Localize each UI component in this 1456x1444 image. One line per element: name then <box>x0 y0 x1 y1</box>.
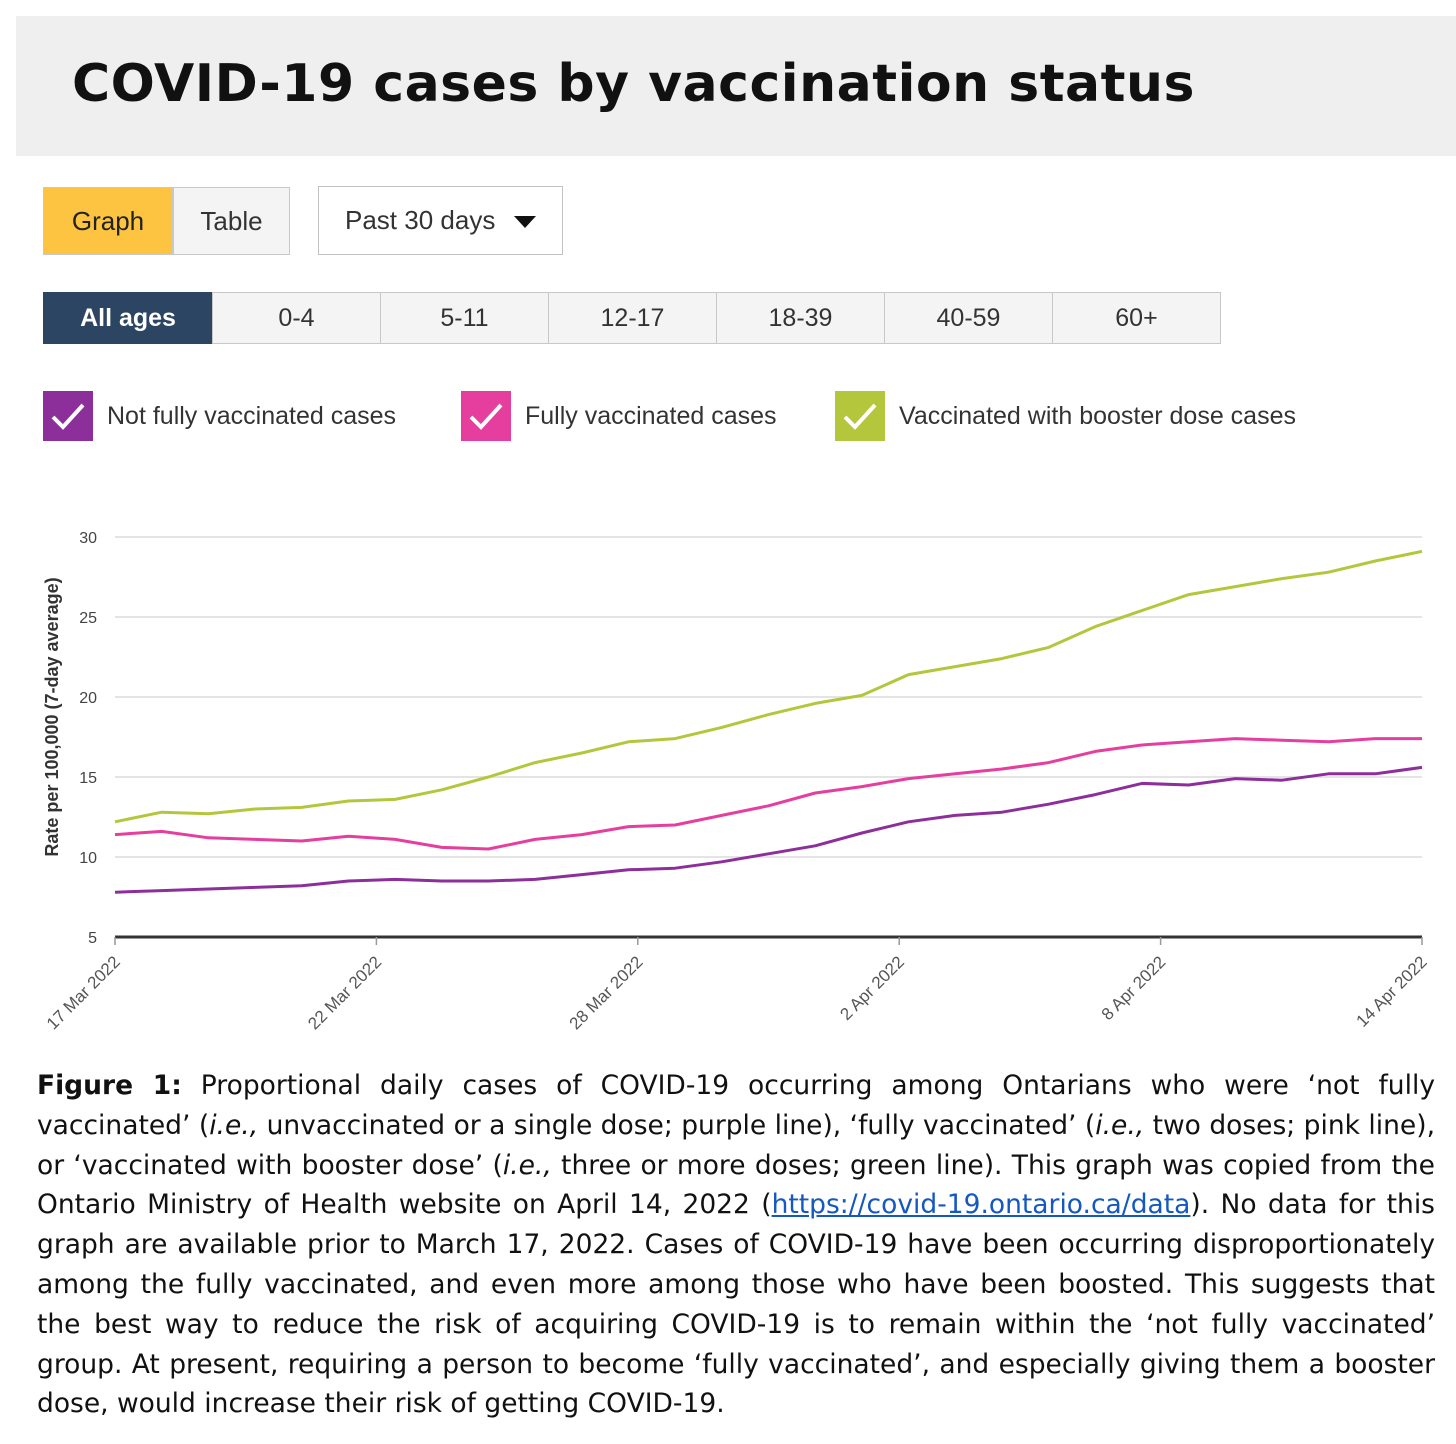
caption-text: Proportional daily cases of COVID-19 occ… <box>37 1070 1435 1141</box>
line-chart: 5 10 15 20 25 30 17 Mar 2022 22 Mar 2022 28 Mar … <box>42 530 1431 1033</box>
caption-ie: i.e., <box>502 1149 552 1181</box>
x-tick-label: 14 Apr 2022 <box>1353 952 1431 1030</box>
checkbox-checked-icon[interactable] <box>835 391 885 441</box>
legend-toggle-fully-vaccinated[interactable]: Fully vaccinated cases <box>461 391 777 441</box>
caption-text: unvaccinated or a single dose; purple li… <box>258 1109 1096 1141</box>
y-tick-label: 10 <box>79 850 97 867</box>
caret-down-icon <box>514 216 536 228</box>
page-title: COVID-19 cases by vaccination status <box>72 54 1195 114</box>
x-tick-label: 17 Mar 2022 <box>43 952 124 1033</box>
tab-age-18-39[interactable]: 18-39 <box>716 292 885 344</box>
y-tick-label: 20 <box>79 690 97 707</box>
checkbox-checked-icon[interactable] <box>43 391 93 441</box>
page-header: COVID-19 cases by vaccination status <box>16 16 1456 156</box>
y-tick-label: 15 <box>79 770 97 787</box>
view-toggle: Graph Table <box>43 187 290 257</box>
series-line-3 <box>114 549 1423 824</box>
y-axis-title: Rate per 100,000 (7-day average) <box>42 577 62 856</box>
caption-text: ). No data for this graph are available … <box>37 1189 1435 1420</box>
x-tick-label: 22 Mar 2022 <box>304 952 385 1033</box>
source-link[interactable]: https://covid-19.ontario.ca/data <box>771 1189 1191 1221</box>
legend-label: Fully vaccinated cases <box>525 401 777 430</box>
caption-lead: Figure 1: <box>37 1070 182 1101</box>
tab-age-5-11[interactable]: 5-11 <box>380 292 549 344</box>
x-tick-label: 2 Apr 2022 <box>836 952 908 1024</box>
x-tick-label: 28 Mar 2022 <box>566 952 647 1033</box>
graph-view-button[interactable]: Graph <box>43 187 173 255</box>
series-line-1 <box>114 765 1423 894</box>
series-line-2 <box>114 737 1422 851</box>
age-tabs: All ages 0-4 5-11 12-17 18-39 40-59 60+ <box>43 292 1221 344</box>
tab-age-40-59[interactable]: 40-59 <box>884 292 1053 344</box>
legend-label: Vaccinated with booster dose cases <box>899 401 1296 430</box>
figure-caption: Figure 1: Proportional daily cases of CO… <box>37 1066 1435 1424</box>
legend-toggle-booster-dose[interactable]: Vaccinated with booster dose cases <box>835 391 1296 441</box>
caption-text: three or more doses; green line). This g… <box>37 1149 1435 1221</box>
caption-text: two doses; pink line), or ‘vaccinated wi… <box>37 1109 1435 1181</box>
y-tick-label: 5 <box>88 930 97 947</box>
table-view-button[interactable]: Table <box>173 187 290 255</box>
tab-age-0-4[interactable]: 0-4 <box>212 292 381 344</box>
period-dropdown[interactable]: Past 30 days <box>318 186 563 255</box>
legend-label: Not fully vaccinated cases <box>107 401 397 430</box>
caption-ie: i.e., <box>209 1109 259 1141</box>
caption-ie: i.e., <box>1095 1109 1145 1141</box>
chart-legend: Not fully vaccinated cases Fully vaccina… <box>0 391 1456 443</box>
tab-age-60-plus[interactable]: 60+ <box>1052 292 1221 344</box>
tab-age-12-17[interactable]: 12-17 <box>548 292 717 344</box>
x-tick-label: 8 Apr 2022 <box>1098 952 1170 1024</box>
period-dropdown-value: Past 30 days <box>345 205 496 235</box>
tab-all-ages[interactable]: All ages <box>43 292 213 344</box>
y-tick-label: 30 <box>79 530 97 547</box>
checkbox-checked-icon[interactable] <box>461 391 511 441</box>
legend-toggle-not-fully-vaccinated[interactable]: Not fully vaccinated cases <box>43 391 396 441</box>
y-tick-label: 25 <box>79 610 97 627</box>
